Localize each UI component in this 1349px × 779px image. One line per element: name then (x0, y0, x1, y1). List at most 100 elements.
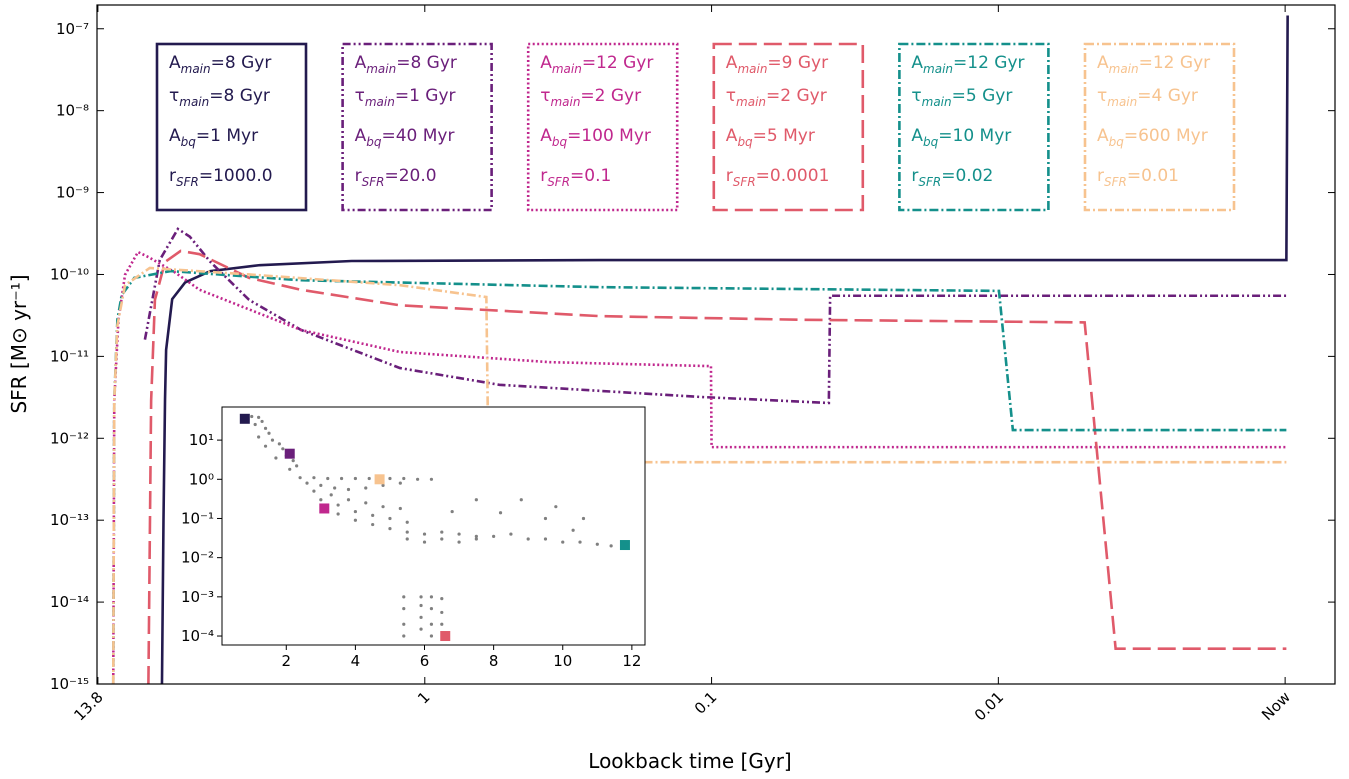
legend-subscript: main (179, 95, 209, 109)
scatter-point (257, 415, 261, 419)
legend-value: =8 Gyr (211, 53, 272, 73)
scatter-point (405, 530, 409, 534)
legend-box (526, 42, 679, 212)
legend-subscript: SFR (362, 175, 385, 189)
legend-subscript: SFR (547, 175, 570, 189)
scatter-point (398, 481, 402, 485)
legend-symbol: r (911, 166, 918, 186)
legend-entry: τmain=8 Gyr (169, 86, 270, 109)
highlight-marker (319, 503, 330, 514)
scatter-point (319, 498, 323, 502)
inset-x-tick-label: 12 (622, 652, 641, 670)
legend-value: =600 Myr (1124, 126, 1208, 146)
legend-value: =40 Myr (381, 126, 454, 146)
legend-subscript: bq (923, 135, 939, 149)
highlight-marker (284, 448, 295, 459)
scatter-point (263, 444, 268, 448)
legend-entry: rSFR=1000.0 (169, 166, 273, 189)
legend-value: =2 Gyr (766, 86, 827, 106)
legend-symbol: A (1097, 53, 1109, 73)
legend-entry: τmain=2 Gyr (540, 86, 641, 109)
scatter-point (492, 534, 496, 538)
legend-entry: Abq=40 Myr (355, 126, 455, 149)
legend-entry: Amain=9 Gyr (726, 53, 828, 76)
legend-entry: Amain=8 Gyr (169, 53, 271, 76)
legend-value: =8 Gyr (209, 86, 270, 106)
legend-box (155, 42, 308, 212)
legend-subscript: main (365, 95, 395, 109)
legend-entry: τmain=2 Gyr (726, 86, 827, 109)
scatter-point (260, 419, 264, 424)
inset-y-tick-label: 10⁻³ (181, 588, 214, 606)
inset-background (221, 406, 646, 646)
y-tick-label: 10⁻¹⁰ (50, 265, 89, 283)
scatter-point (253, 422, 257, 427)
scatter-point (336, 512, 340, 516)
scatter-point (422, 532, 427, 536)
scatter-point (419, 615, 423, 619)
scatter-point (429, 477, 434, 481)
scatter-point (402, 476, 406, 481)
scatter-point (474, 534, 478, 538)
legend-symbol: A (1097, 126, 1109, 146)
legend-entry: rSFR=0.01 (1097, 166, 1179, 189)
legend-entry: rSFR=0.1 (540, 166, 611, 189)
axes-frame (96, 4, 1336, 685)
scatter-point (398, 506, 402, 511)
legend-value: =12 Gyr (953, 53, 1025, 73)
scatter-point (474, 498, 478, 502)
scatter-point (543, 516, 548, 521)
scatter-point (440, 597, 444, 601)
y-tick-label: 10⁻¹² (50, 429, 89, 447)
legend-value: =1 Gyr (395, 86, 456, 106)
scatter-point (274, 456, 278, 460)
legend-value: =12 Gyr (582, 53, 654, 73)
legend-subscript: SFR (176, 175, 199, 189)
scatter-point (263, 426, 268, 430)
scatter-point (405, 537, 409, 541)
scatter-point (277, 442, 281, 446)
series-line (143, 227, 1287, 405)
scatter-point (543, 537, 548, 541)
inset-y-tick-label: 10⁻⁴ (181, 627, 214, 645)
legend-subscript: bq (181, 135, 197, 149)
scatter-point (578, 540, 582, 544)
scatter-point (336, 503, 340, 507)
scatter-point (402, 595, 406, 599)
legend-symbol: τ (726, 86, 736, 106)
legend-symbol: A (169, 126, 181, 146)
scatter-point (474, 537, 478, 541)
series-line (147, 249, 1287, 684)
y-tick-label: 10⁻⁸ (56, 102, 89, 120)
legend-subscript: bq (552, 135, 568, 149)
y-axis-title: SFR [M⊙ yr⁻¹] (7, 274, 31, 413)
highlight-marker (619, 540, 630, 551)
scatter-point (554, 505, 558, 509)
legend-value: =100 Myr (567, 126, 651, 146)
legend-symbol: r (726, 166, 733, 186)
legend-subscript: main (736, 95, 766, 109)
scatter-point (364, 501, 368, 505)
legend-symbol: A (540, 126, 552, 146)
scatter-point (353, 509, 357, 514)
scatter-point (333, 486, 337, 490)
legend-value: =10 Myr (938, 126, 1011, 146)
legend-symbol: A (540, 53, 552, 73)
scatter-point (526, 537, 530, 541)
scatter-point (319, 483, 323, 487)
legend-entry: Abq=1 Myr (169, 126, 258, 149)
legend-entry: rSFR=0.02 (911, 166, 993, 189)
scatter-point (498, 511, 503, 515)
inset-x-tick-label: 10 (553, 652, 572, 670)
legend-symbol: τ (1097, 86, 1107, 106)
legend-value: =8 Gyr (396, 53, 457, 73)
scatter-point (429, 607, 434, 611)
legend-entry: τmain=5 Gyr (911, 86, 1012, 109)
legend-symbol: r (169, 166, 176, 186)
legend-symbol: A (726, 53, 738, 73)
legend-entry: τmain=4 Gyr (1097, 86, 1198, 109)
legend-subscript: main (1109, 62, 1139, 76)
highlight-marker (440, 631, 451, 642)
